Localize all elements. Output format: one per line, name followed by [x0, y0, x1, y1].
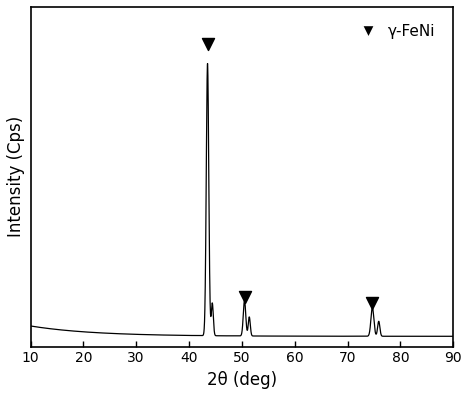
- Point: [241, 294, 248, 300]
- Legend: γ-FeNi: γ-FeNi: [347, 18, 441, 45]
- Y-axis label: Intensity (Cps): Intensity (Cps): [7, 116, 25, 238]
- X-axis label: 2θ (deg): 2θ (deg): [207, 371, 277, 389]
- Point: [204, 40, 211, 47]
- Point: [369, 300, 376, 306]
